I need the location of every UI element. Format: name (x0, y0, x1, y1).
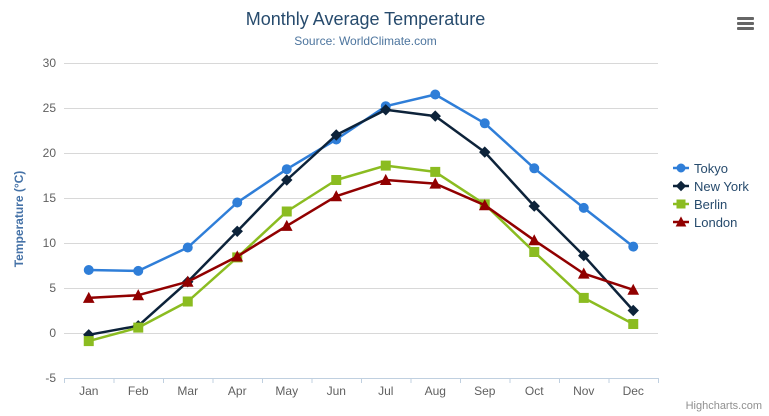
x-tick-label: Jan (79, 384, 98, 398)
y-tick-label: 15 (43, 191, 57, 205)
x-tick-label: Mar (177, 384, 198, 398)
legend-marker-circle-icon (673, 163, 689, 173)
data-point-marker[interactable] (331, 175, 342, 185)
data-point-marker[interactable] (231, 225, 243, 238)
data-point-marker[interactable] (182, 242, 193, 253)
legend-marker-triangle-icon (673, 216, 689, 227)
y-tick-label: 0 (49, 326, 56, 340)
data-point-marker[interactable] (232, 197, 243, 208)
series-new-york[interactable] (83, 104, 639, 341)
x-tick-label: May (275, 384, 298, 398)
x-tick-label: Feb (128, 384, 149, 398)
series-london[interactable] (82, 173, 640, 303)
data-point-marker[interactable] (429, 110, 441, 122)
x-tick-label: Dec (623, 384, 644, 398)
data-point-marker[interactable] (479, 118, 490, 129)
data-point-marker[interactable] (430, 166, 441, 177)
y-tick-label: -5 (45, 371, 56, 385)
legend-marker-diamond-icon (673, 180, 689, 192)
series-tokyo[interactable] (83, 89, 639, 276)
data-point-marker[interactable] (429, 177, 442, 189)
data-point-marker[interactable] (578, 249, 590, 262)
data-point-marker[interactable] (628, 241, 639, 252)
legend-label: Berlin (694, 196, 728, 212)
data-point-marker[interactable] (181, 275, 194, 287)
data-point-marker[interactable] (380, 160, 391, 171)
legend-label: London (694, 214, 738, 230)
data-point-marker[interactable] (330, 190, 343, 202)
x-tick-label: Sep (474, 384, 496, 398)
x-tick-label: Aug (425, 384, 446, 398)
data-point-marker[interactable] (379, 173, 392, 185)
data-point-marker[interactable] (675, 180, 687, 192)
data-point-marker[interactable] (578, 292, 589, 303)
data-point-marker[interactable] (578, 202, 589, 213)
hamburger-icon (736, 16, 754, 30)
y-tick-label: 25 (43, 101, 57, 115)
data-point-marker[interactable] (577, 267, 590, 279)
series-line-tokyo[interactable] (87, 93, 635, 273)
data-point-marker[interactable] (280, 219, 293, 231)
data-point-marker[interactable] (231, 250, 244, 262)
data-point-marker[interactable] (478, 199, 491, 211)
data-point-marker[interactable] (676, 163, 686, 173)
context-menu-button[interactable] (734, 13, 756, 33)
legend-label: New York (694, 178, 749, 194)
data-point-marker[interactable] (529, 247, 540, 257)
x-tick-label: Jun (327, 384, 346, 398)
data-point-marker[interactable] (82, 291, 95, 303)
x-tick-label: Oct (525, 384, 544, 398)
legend-marker-square-icon (673, 199, 689, 209)
legend-item-berlin[interactable]: Berlin (673, 196, 749, 212)
legend-label: Tokyo (694, 160, 728, 176)
data-point-marker[interactable] (330, 129, 342, 141)
data-point-marker[interactable] (627, 283, 640, 295)
x-tick-label: Jul (378, 384, 393, 398)
data-point-marker[interactable] (133, 265, 144, 276)
data-point-marker[interactable] (83, 265, 94, 275)
legend-item-tokyo[interactable]: Tokyo (673, 160, 749, 176)
data-point-marker[interactable] (281, 174, 293, 186)
legend: Tokyo New York Berlin London (673, 160, 749, 230)
x-tick-label: Apr (228, 384, 247, 398)
y-tick-label: 10 (43, 236, 57, 250)
data-point-marker[interactable] (529, 163, 540, 174)
data-point-marker[interactable] (281, 164, 292, 175)
data-point-marker[interactable] (628, 319, 639, 329)
data-point-marker[interactable] (675, 216, 687, 227)
data-point-marker[interactable] (676, 199, 686, 209)
data-point-marker[interactable] (380, 104, 392, 116)
data-point-marker[interactable] (528, 200, 540, 212)
series-line-london[interactable] (87, 178, 635, 300)
data-point-marker[interactable] (132, 289, 145, 301)
data-point-marker[interactable] (281, 206, 292, 217)
credits-link[interactable]: Highcharts.com (685, 400, 762, 412)
y-tick-label: 30 (43, 56, 57, 70)
data-point-marker[interactable] (133, 322, 144, 333)
data-point-marker[interactable] (627, 304, 639, 317)
legend-item-london[interactable]: London (673, 214, 749, 230)
series-line-new-york[interactable] (87, 108, 635, 337)
data-point-marker[interactable] (182, 296, 193, 307)
series-line-berlin[interactable] (87, 164, 635, 343)
data-point-marker[interactable] (528, 234, 541, 246)
data-point-marker[interactable] (83, 336, 94, 347)
y-tick-label: 5 (49, 281, 56, 295)
data-point-marker[interactable] (479, 146, 491, 158)
data-point-marker[interactable] (430, 89, 441, 100)
x-tick-label: Nov (573, 384, 594, 398)
legend-item-new-york[interactable]: New York (673, 178, 749, 194)
y-tick-label: 20 (43, 146, 57, 160)
